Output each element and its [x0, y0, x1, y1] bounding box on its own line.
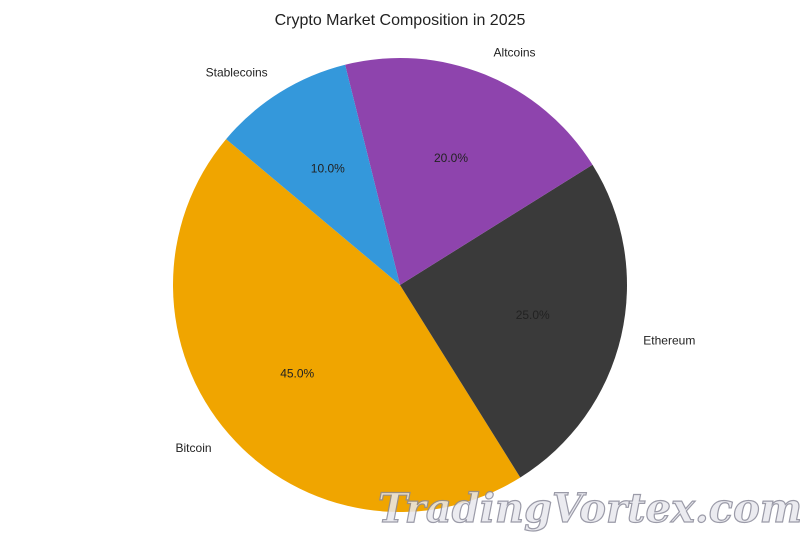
- percent-label: 10.0%: [311, 162, 345, 176]
- percent-label: 45.0%: [280, 367, 314, 381]
- slice-label: Altcoins: [494, 46, 536, 60]
- pie-slice: [400, 164, 627, 478]
- slice-label: Ethereum: [643, 333, 695, 347]
- pie-slice: [345, 58, 593, 286]
- slice-label: Bitcoin: [176, 441, 212, 455]
- slice-label: Stablecoins: [206, 65, 268, 79]
- percent-label: 20.0%: [434, 151, 468, 165]
- pie-slice: [226, 64, 400, 286]
- percent-label: 25.0%: [516, 308, 550, 322]
- watermark: TradingVortex.com: [378, 485, 800, 532]
- pie-slice: [173, 139, 521, 513]
- chart-title: Crypto Market Composition in 2025: [275, 12, 526, 29]
- pie: Bitcoin 45.0% Ethereum 25.0% Altcoins 20.0% St…: [173, 46, 695, 513]
